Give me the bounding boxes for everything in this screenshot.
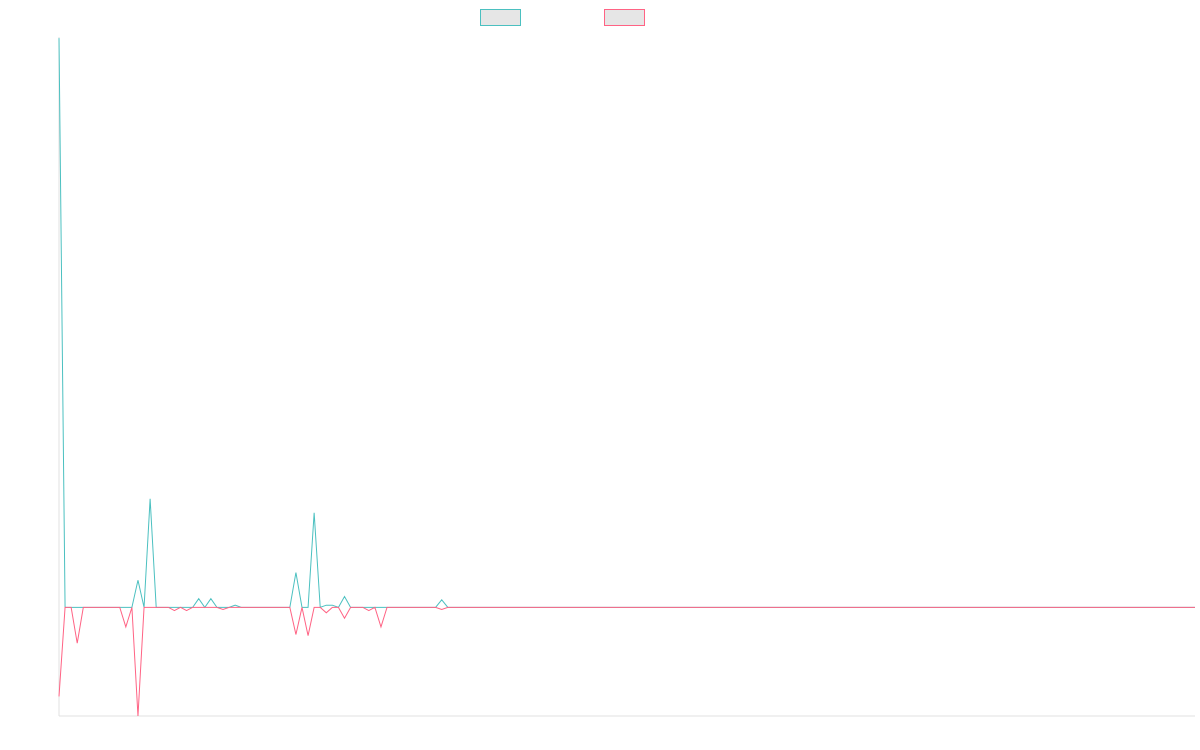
legend-swatch-1[interactable] <box>480 9 521 26</box>
series-line-2 <box>58 606 1195 717</box>
legend-item-2[interactable] <box>604 9 645 26</box>
series-line-1 <box>58 38 1195 609</box>
legend-item-1[interactable] <box>480 9 521 26</box>
chart-axes <box>58 37 1195 717</box>
legend-swatch-2[interactable] <box>604 9 645 26</box>
legend <box>480 9 645 26</box>
series-1 <box>58 38 1195 609</box>
series-layer <box>58 38 1195 717</box>
series-2 <box>58 606 1195 717</box>
